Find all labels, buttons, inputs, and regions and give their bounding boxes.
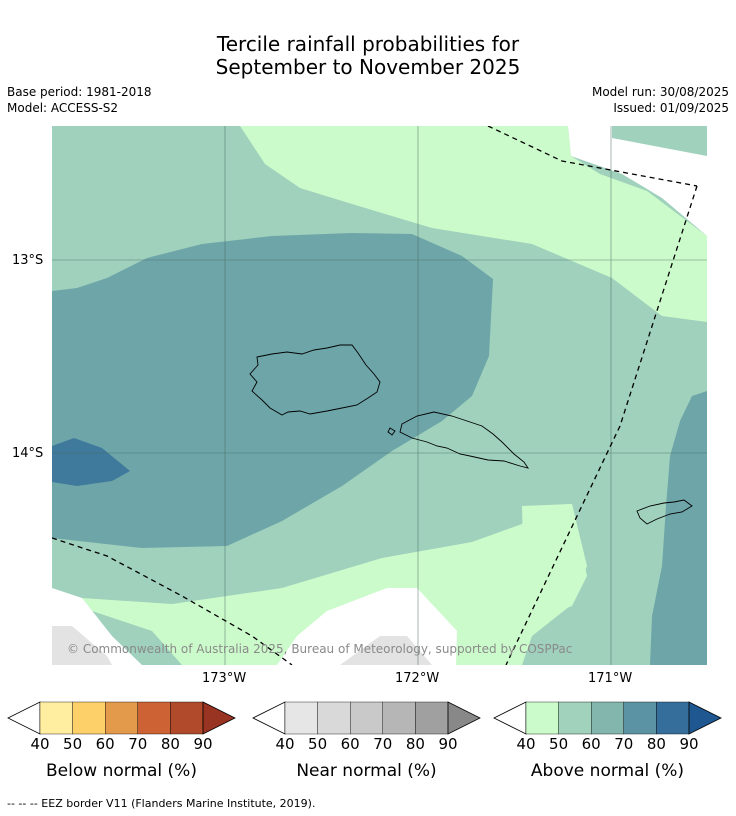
colorbar-0-title: Below normal (%) — [46, 761, 197, 781]
colorbar-1-tick-90: 90 — [438, 735, 458, 753]
colorbar-0-tick-60: 60 — [95, 735, 115, 753]
colorbar-2-tick-70: 70 — [614, 735, 634, 753]
above-60-region-west — [52, 233, 493, 548]
map-panel — [52, 126, 707, 665]
above-40-region-north — [240, 126, 707, 322]
eez-border-north — [487, 126, 698, 187]
colorbar-2-tick-80: 80 — [646, 735, 666, 753]
colorbar-2-tick-50: 50 — [549, 735, 569, 753]
colorbar-1-tick-70: 70 — [373, 735, 393, 753]
colorbar-1-segment-1 — [317, 701, 351, 735]
copyright-text: © Commonwealth of Australia 2025, Bureau… — [67, 642, 573, 656]
colorbar-1-segment-4 — [415, 701, 449, 735]
eez-border — [52, 126, 698, 665]
above-60-region-east — [650, 391, 707, 665]
colorbar-0-segment-4 — [170, 701, 204, 735]
colorbar-2-segment-0 — [525, 701, 559, 735]
colorbar-2-segment-4 — [656, 701, 690, 735]
colorbar-1-tick-60: 60 — [340, 735, 360, 753]
title-line-2: September to November 2025 — [215, 55, 521, 79]
colorbar-1-low-arrow — [252, 701, 286, 735]
tutuila-island — [636, 499, 693, 525]
savaii-island — [249, 344, 381, 416]
colorbar-2-tick-90: 90 — [679, 735, 699, 753]
lon-label-173w: 173°W — [202, 671, 247, 686]
colorbar-2-high-arrow — [688, 701, 722, 735]
colorbar-1-segment-2 — [350, 701, 384, 735]
above-40-region-southwest — [82, 504, 587, 665]
manono-island — [387, 427, 396, 436]
lon-label-172w: 172°W — [395, 671, 440, 686]
colorbar-0-segment-1 — [72, 701, 106, 735]
upolu-island — [399, 411, 530, 469]
colorbar-2-low-arrow — [493, 701, 527, 735]
eez-border-southwest — [52, 537, 293, 665]
colorbar-1-segment-3 — [382, 701, 416, 735]
above-40-region-southeast — [456, 504, 587, 665]
colorbar-1-tick-50: 50 — [308, 735, 328, 753]
colorbar-0-tick-40: 40 — [30, 735, 50, 753]
colorbar-2-segment-3 — [623, 701, 657, 735]
near-normal-patch-mid — [340, 636, 432, 665]
issued-text: Issued: 01/09/2025 — [613, 101, 729, 115]
near-normal-patch-sw — [52, 626, 112, 665]
colorbar-1-high-arrow — [447, 701, 481, 735]
lon-label-171w: 171°W — [588, 671, 633, 686]
colorbar-2-title: Above normal (%) — [530, 761, 685, 781]
base-period-text: Base period: 1981-2018 — [7, 85, 152, 99]
colorbar-0-tick-70: 70 — [128, 735, 148, 753]
colorbar-2-tick-40: 40 — [516, 735, 536, 753]
no-data-mask-ne — [568, 126, 707, 236]
colorbar-0-tick-80: 80 — [160, 735, 180, 753]
model-text: Model: ACCESS-S2 — [7, 101, 119, 115]
colorbar-1-segment-0 — [284, 701, 318, 735]
colorbar-0-segment-2 — [104, 701, 138, 735]
colorbars — [7, 701, 722, 735]
lat-label-14s: 14°S — [12, 446, 44, 461]
model-run-text: Model run: 30/08/2025 — [591, 85, 729, 99]
eez-footnote: -- -- -- EEZ border V11 (Flanders Marine… — [7, 797, 316, 810]
colorbar-0-high-arrow — [202, 701, 236, 735]
above-70-region-west — [52, 438, 130, 486]
lat-label-13s: 13°S — [12, 253, 44, 268]
colorbar-1-tick-80: 80 — [405, 735, 425, 753]
title-line-1: Tercile rainfall probabilities for — [216, 32, 520, 56]
colorbar-0-low-arrow — [7, 701, 41, 735]
colorbar-1-title: Near normal (%) — [296, 761, 437, 781]
colorbar-0-tick-90: 90 — [193, 735, 213, 753]
colorbar-0-segment-3 — [137, 701, 171, 735]
colorbar-1-tick-40: 40 — [275, 735, 295, 753]
colorbar-0-segment-0 — [39, 701, 73, 735]
graticule — [52, 126, 707, 665]
island-outlines — [249, 344, 693, 525]
colorbar-2-segment-1 — [558, 701, 592, 735]
colorbar-0-tick-50: 50 — [63, 735, 83, 753]
colorbar-2-tick-60: 60 — [581, 735, 601, 753]
colorbar-2-segment-2 — [591, 701, 625, 735]
eez-border-east — [505, 185, 698, 665]
